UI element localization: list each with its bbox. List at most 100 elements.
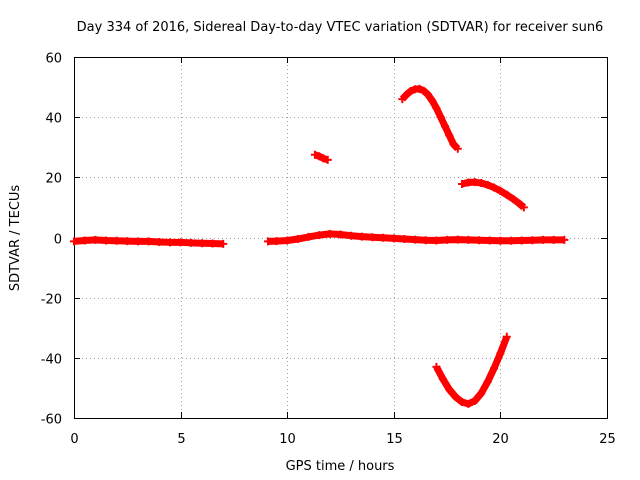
data-point <box>347 231 356 240</box>
data-point <box>91 235 100 244</box>
y-tick-label: -40 <box>41 353 62 368</box>
data-point <box>272 237 281 246</box>
data-point <box>144 237 153 246</box>
data-point <box>208 239 217 248</box>
data-point <box>509 194 518 203</box>
data-point <box>443 235 452 244</box>
data-point <box>496 349 505 358</box>
data-point <box>402 90 411 99</box>
x-tick-label: 10 <box>279 432 296 447</box>
data-point <box>155 238 164 247</box>
data-point <box>400 235 409 244</box>
data-point <box>123 237 132 246</box>
data-point <box>483 180 492 189</box>
x-tick-label: 20 <box>492 432 509 447</box>
data-point <box>445 131 454 140</box>
data-point <box>293 235 302 244</box>
data-point <box>283 236 292 245</box>
data-point <box>315 152 324 161</box>
data-point <box>432 362 441 371</box>
data-point <box>304 232 313 241</box>
ticks-layer: 0 5 10 15 20 25 -60 -40 -20 0 20 40 60 <box>41 52 616 448</box>
data-point <box>477 389 486 398</box>
x-axis-label: GPS time / hours <box>286 459 395 474</box>
data-point <box>432 236 441 245</box>
series-band-upper-arc <box>399 85 461 152</box>
data-point <box>310 150 319 159</box>
data-point <box>490 364 499 373</box>
data-point <box>70 237 78 246</box>
data-point <box>165 238 174 247</box>
data-point <box>539 235 548 244</box>
data-point <box>470 396 479 405</box>
data-point <box>264 237 273 246</box>
data-point <box>432 104 441 113</box>
data-point <box>176 238 185 247</box>
series-band-middle-arc <box>461 178 527 211</box>
x-tick-label: 15 <box>386 432 403 447</box>
data-point <box>464 399 473 408</box>
data-point <box>436 113 445 122</box>
chart-title: Day 334 of 2016, Sidereal Day-to-day VTE… <box>77 20 604 35</box>
data-point <box>415 84 424 93</box>
data-point <box>490 183 499 192</box>
data-point <box>219 239 228 248</box>
data-point <box>453 235 462 244</box>
x-tick-label: 5 <box>177 432 185 447</box>
data-point <box>464 235 473 244</box>
y-tick-label: 60 <box>45 52 62 67</box>
data-point <box>445 385 454 394</box>
data-point <box>357 232 366 241</box>
data-point <box>496 236 505 245</box>
data-point <box>517 236 526 245</box>
y-tick-label: -20 <box>41 293 62 308</box>
data-point <box>519 203 528 212</box>
data-point <box>323 155 332 164</box>
data-point <box>101 236 110 245</box>
data-point <box>451 392 460 401</box>
data-point <box>440 122 449 131</box>
data-point <box>453 144 462 153</box>
data-point <box>197 239 206 248</box>
data-point <box>187 238 196 247</box>
data-point <box>319 154 328 163</box>
data-point <box>406 86 415 95</box>
y-tick-label: 0 <box>54 233 62 248</box>
data-point <box>496 186 505 195</box>
series-band-lower-arc <box>433 335 511 408</box>
data-point <box>336 230 345 239</box>
data-point <box>560 235 569 244</box>
y-tick-label: 20 <box>45 172 62 187</box>
y-tick-label: 40 <box>45 112 62 127</box>
data-point <box>507 236 516 245</box>
data-point <box>515 199 524 208</box>
data-point <box>379 233 388 242</box>
data-point <box>133 237 142 246</box>
data-point <box>411 235 420 244</box>
data-point <box>502 190 511 199</box>
data-point <box>485 236 494 245</box>
data-point <box>421 236 430 245</box>
data-point <box>423 90 432 99</box>
data-point <box>438 374 447 383</box>
y-axis-label: SDTVAR / TECUs <box>8 185 23 292</box>
x-tick-label: 25 <box>599 432 616 447</box>
data-point <box>502 332 511 341</box>
data-point <box>477 179 486 188</box>
data-point <box>389 234 398 243</box>
data-point <box>449 140 458 149</box>
x-tick-label: 0 <box>70 432 78 447</box>
data-point <box>325 229 334 238</box>
data-point <box>80 236 89 245</box>
data-point <box>398 95 407 104</box>
data-point <box>315 231 324 240</box>
data-point <box>419 86 428 95</box>
y-tick-label: -60 <box>41 413 62 428</box>
data-point <box>428 96 437 105</box>
data-layer <box>70 84 569 408</box>
data-point <box>458 179 467 188</box>
data-point <box>475 236 484 245</box>
data-point <box>112 236 121 245</box>
data-point <box>528 236 537 245</box>
